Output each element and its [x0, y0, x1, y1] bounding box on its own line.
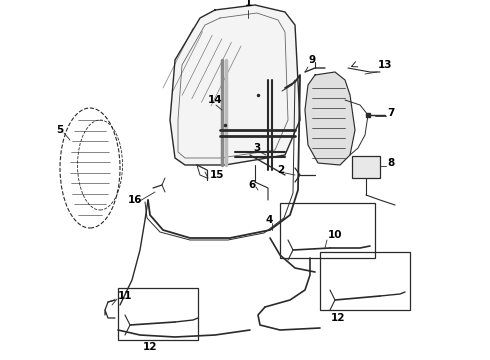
Bar — [280, 203, 375, 258]
Polygon shape — [170, 5, 300, 165]
Bar — [118, 288, 198, 340]
Polygon shape — [305, 72, 355, 165]
Text: 7: 7 — [387, 108, 394, 118]
Text: 16: 16 — [128, 195, 143, 205]
Text: 12: 12 — [143, 342, 157, 352]
Text: 15: 15 — [210, 170, 224, 180]
Text: 5: 5 — [56, 125, 63, 135]
Text: 1: 1 — [245, 0, 252, 8]
Text: 9: 9 — [308, 55, 315, 65]
Text: 4: 4 — [265, 215, 272, 225]
Bar — [320, 252, 410, 310]
Text: 6: 6 — [248, 180, 255, 190]
Text: 12: 12 — [331, 313, 345, 323]
Text: 8: 8 — [387, 158, 394, 168]
Text: 14: 14 — [208, 95, 222, 105]
Text: 3: 3 — [253, 143, 260, 153]
Text: 2: 2 — [277, 165, 284, 175]
Text: 10: 10 — [328, 230, 343, 240]
Text: 13: 13 — [378, 60, 392, 70]
Text: 11: 11 — [118, 291, 132, 301]
Bar — [352, 156, 380, 178]
